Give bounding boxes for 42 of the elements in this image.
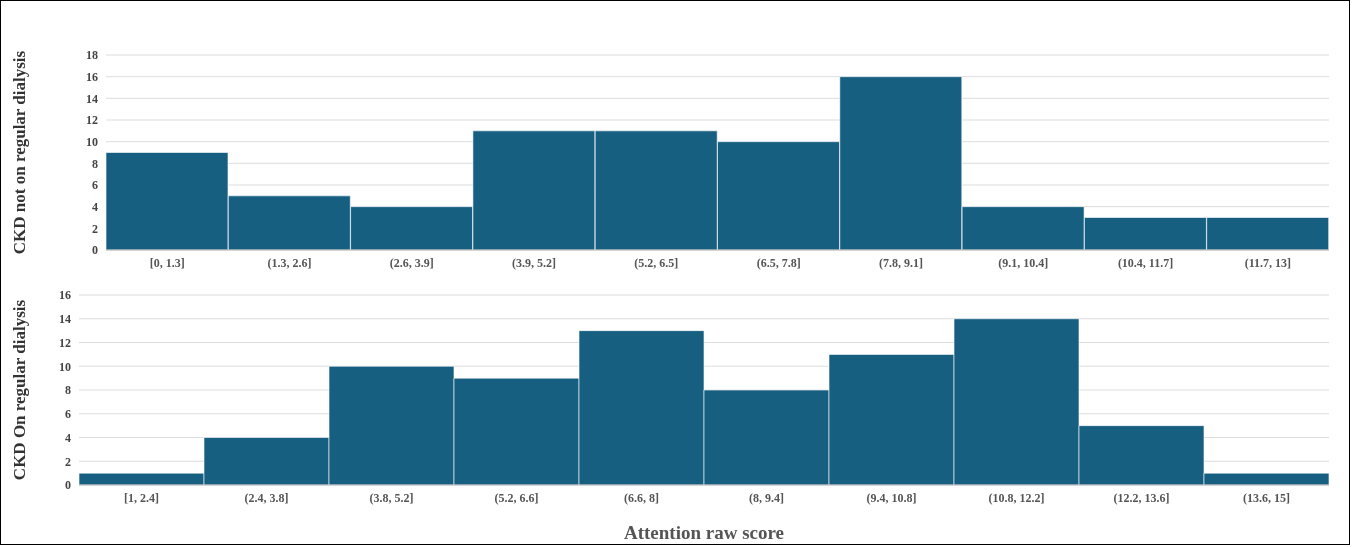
y-tick-label: 0 xyxy=(65,478,71,493)
y-tick-label: 8 xyxy=(65,383,71,398)
y-tick-label: 6 xyxy=(65,407,71,422)
x-tick-label: (11.7, 13] xyxy=(1244,255,1292,270)
x-tick-label: (9.4, 10.8] xyxy=(866,490,917,505)
x-tick-label: (1.3, 2.6] xyxy=(267,255,312,270)
y-axis-title: CKD not on regular dialysis xyxy=(10,50,30,255)
y-tick-label: 10 xyxy=(59,359,71,374)
x-tick-label: [1, 2.4] xyxy=(124,490,159,505)
x-tick-label: (7.8, 9.1] xyxy=(878,255,923,270)
y-tick-label: 12 xyxy=(86,113,98,128)
y-tick-label: 4 xyxy=(92,199,98,214)
y-tick-label: 14 xyxy=(86,91,98,106)
y-tick-label: 2 xyxy=(92,221,98,236)
y-tick-label: 6 xyxy=(92,178,98,193)
y-tick-label: 14 xyxy=(59,312,71,327)
y-tick-label: 2 xyxy=(65,454,71,469)
x-tick-label: (5.2, 6.5] xyxy=(634,255,679,270)
x-axis-title: Attention raw score xyxy=(623,522,785,543)
x-tick-label: (10.8, 12.2] xyxy=(988,490,1045,505)
x-tick-label: (2.6, 3.9] xyxy=(389,255,434,270)
x-tick-label: (5.2, 6.6] xyxy=(494,490,539,505)
x-tick-label: [0, 1.3] xyxy=(149,255,185,270)
y-tick-label: 10 xyxy=(86,134,98,149)
x-tick-label: (8, 9.4] xyxy=(749,490,784,505)
x-tick-label: (3.9, 5.2] xyxy=(512,255,557,270)
y-tick-label: 16 xyxy=(86,69,98,84)
x-tick-label: (10.4, 11.7] xyxy=(1117,255,1174,270)
x-tick-label: (2.4, 3.8] xyxy=(244,490,289,505)
x-tick-label: (3.8, 5.2] xyxy=(369,490,414,505)
y-tick-label: 4 xyxy=(65,430,71,445)
x-tick-label: (13.6, 15] xyxy=(1243,490,1290,505)
y-tick-label: 0 xyxy=(92,243,98,258)
y-axis-title: CKD On regular dialysis xyxy=(10,299,30,481)
y-tick-label: 16 xyxy=(59,288,71,303)
y-tick-label: 8 xyxy=(92,156,98,171)
x-tick-label: (6.5, 7.8] xyxy=(756,255,801,270)
y-tick-label: 18 xyxy=(86,48,98,63)
x-tick-label: (6.6, 8] xyxy=(624,490,659,505)
x-tick-label: (9.1, 10.4] xyxy=(998,255,1049,270)
x-tick-label: (12.2, 13.6] xyxy=(1113,490,1170,505)
y-tick-label: 12 xyxy=(59,335,71,350)
